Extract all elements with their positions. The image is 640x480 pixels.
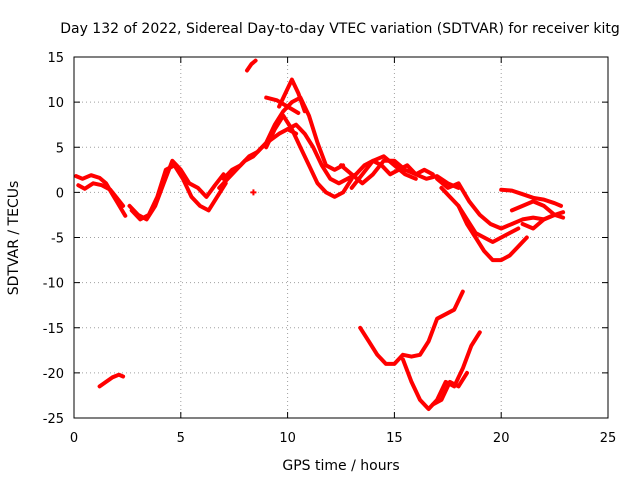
x-tick-label: 10 (279, 431, 296, 446)
axis-ticks: 0 5 10 15 20 25 15 10 5 0 -5 -10 -15 -20 -25 (43, 51, 617, 446)
data-point (250, 189, 257, 196)
y-tick-label: -5 (51, 232, 64, 247)
series-line-19 (520, 212, 557, 231)
series-line-2 (76, 181, 126, 208)
series-line-20 (358, 289, 465, 366)
series-line-6 (221, 95, 346, 181)
y-tick-label: -15 (43, 322, 64, 337)
series-line-7 (264, 113, 354, 199)
series-line-17 (499, 187, 563, 208)
y-tick-label: 15 (47, 51, 64, 66)
x-tick-label: 0 (70, 431, 78, 446)
series-line-1 (74, 173, 128, 218)
series-line-11 (285, 122, 435, 186)
series-line-13 (349, 154, 418, 190)
series-line-23 (97, 372, 126, 389)
y-tick-label: 5 (56, 141, 64, 156)
y-axis-label: SDTVAR / TECUs (6, 181, 22, 296)
chart-title: Day 132 of 2022, Sidereal Day-to-day VTE… (60, 21, 620, 37)
y-tick-label: 10 (47, 96, 64, 111)
y-tick-label: -25 (43, 412, 64, 427)
y-tick-label: 0 (56, 186, 64, 201)
series-line-10 (245, 58, 258, 73)
grid (74, 57, 608, 418)
series-line-12 (339, 158, 461, 190)
y-tick-label: -20 (43, 367, 64, 382)
x-tick-label: 20 (493, 431, 510, 446)
series-layer (74, 58, 566, 411)
series-line-15 (439, 185, 529, 263)
series-line-22 (430, 370, 469, 407)
x-tick-label: 25 (600, 431, 617, 446)
x-tick-label: 15 (386, 431, 403, 446)
series-line-16 (456, 203, 521, 244)
x-tick-label: 5 (177, 431, 185, 446)
series-line-8 (277, 77, 307, 114)
series-line-21 (400, 330, 482, 411)
series-line-4 (129, 163, 228, 222)
series-line-9 (264, 95, 301, 115)
y-tick-label: -10 (43, 277, 64, 292)
x-axis-label: GPS time / hours (282, 458, 399, 474)
